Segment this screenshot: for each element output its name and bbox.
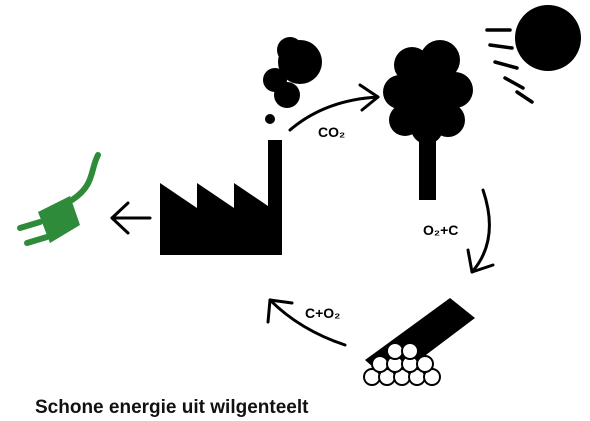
sun	[487, 5, 581, 102]
co2-label: CO₂	[318, 124, 345, 140]
factory	[160, 140, 282, 255]
plug	[20, 155, 98, 243]
caption: Schone energie uit wilgenteelt	[35, 397, 309, 418]
co2-reverse-label: C+O₂	[305, 305, 340, 321]
tree	[383, 40, 473, 200]
diagram: CO₂ O₂+C C+O₂ Schone energie uit wilgent…	[0, 0, 590, 421]
logs	[364, 298, 475, 385]
o2c-label: O₂+C	[423, 222, 458, 238]
smoke	[263, 37, 322, 124]
